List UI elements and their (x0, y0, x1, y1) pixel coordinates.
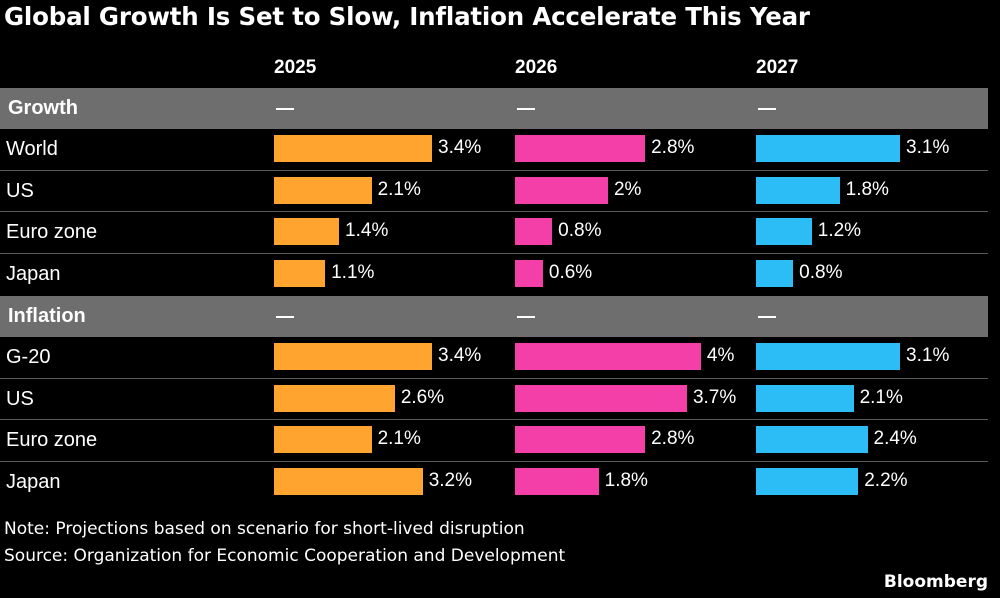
bar-growth-euro-zone-2026 (515, 218, 553, 245)
bar-growth-euro-zone-2025 (274, 218, 340, 245)
section-band-inflation (0, 296, 988, 337)
value-label-inflation-euro-zone-2025: 2.1% (377, 428, 421, 449)
bar-inflation-euro-zone-2027 (756, 426, 868, 453)
row-label-growth-euro-zone: Euro zone (6, 221, 98, 243)
row-label-inflation-g-20: G-20 (6, 346, 51, 368)
value-label-inflation-japan-2025: 3.2% (428, 469, 473, 491)
chart-title: Global Growth Is Set to Slow, Inflation … (4, 2, 810, 31)
bar-growth-euro-zone-2027 (756, 218, 812, 245)
bar-inflation-us-2026 (515, 384, 687, 412)
value-label-growth-world-2026: 2.8% (651, 137, 695, 158)
value-label-growth-japan-2026: 0.6% (548, 261, 593, 283)
row-label-inflation-us: US (6, 387, 34, 410)
section-dash-growth-2027 (758, 108, 776, 110)
bar-growth-world-2025 (274, 135, 432, 162)
bar-inflation-us-2025 (274, 384, 395, 412)
section-band-growth (0, 88, 988, 129)
value-label-growth-us-2027: 1.8% (845, 178, 889, 200)
bar-growth-japan-2025 (274, 259, 326, 287)
bar-inflation-g-20-2026 (515, 343, 701, 370)
bar-inflation-japan-2026 (515, 467, 599, 495)
value-label-inflation-euro-zone-2026: 2.8% (651, 428, 695, 449)
bar-growth-japan-2027 (756, 259, 794, 287)
bar-growth-japan-2026 (515, 259, 543, 287)
bar-inflation-japan-2025 (274, 467, 423, 495)
value-label-inflation-euro-zone-2027: 2.4% (873, 428, 917, 449)
row-separator (0, 377, 988, 379)
row-label-growth-us: US (6, 179, 34, 202)
note-text: Note: Projections based on scenario for … (4, 519, 525, 539)
column-header-2026: 2026 (515, 57, 558, 78)
row-label-growth-world: World (6, 138, 58, 160)
section-dash-inflation-2027 (758, 316, 776, 318)
section-dash-inflation-2025 (276, 316, 294, 318)
value-label-inflation-japan-2026: 1.8% (604, 469, 648, 491)
value-label-inflation-japan-2027: 2.2% (864, 469, 908, 491)
value-label-inflation-g-20-2025: 3.4% (438, 345, 482, 366)
column-header-2027: 2027 (756, 57, 799, 78)
value-label-growth-euro-zone-2025: 1.4% (345, 220, 389, 241)
value-label-growth-japan-2025: 1.1% (331, 261, 375, 283)
row-label-inflation-japan: Japan (6, 470, 61, 493)
bar-inflation-g-20-2025 (274, 343, 432, 370)
row-label-growth-japan: Japan (6, 262, 61, 285)
bar-growth-world-2026 (515, 135, 646, 162)
section-dash-growth-2026 (517, 108, 535, 110)
section-dash-inflation-2026 (517, 316, 535, 318)
value-label-growth-euro-zone-2026: 0.8% (558, 220, 602, 241)
bar-inflation-g-20-2027 (756, 343, 901, 370)
bar-growth-us-2027 (756, 176, 840, 204)
bar-inflation-euro-zone-2025 (274, 426, 372, 453)
bar-inflation-euro-zone-2026 (515, 426, 646, 453)
section-label-inflation: Inflation (8, 305, 86, 327)
value-label-inflation-g-20-2027: 3.1% (906, 345, 950, 366)
value-label-growth-euro-zone-2027: 1.2% (817, 220, 862, 241)
row-separator (0, 169, 988, 171)
row-separator (0, 211, 988, 212)
value-label-growth-us-2026: 2% (613, 178, 642, 200)
section-label-growth: Growth (8, 97, 78, 119)
source-text: Source: Organization for Economic Cooper… (4, 546, 566, 566)
value-label-inflation-us-2027: 2.1% (859, 386, 903, 408)
section-dash-growth-2025 (276, 108, 294, 110)
bar-growth-us-2025 (274, 176, 372, 204)
bar-inflation-japan-2027 (756, 467, 859, 495)
row-separator (0, 252, 988, 254)
value-label-growth-world-2025: 3.4% (438, 137, 482, 158)
value-label-growth-world-2027: 3.1% (906, 137, 950, 158)
bloomberg-logo: Bloomberg (883, 572, 988, 592)
row-separator (0, 419, 988, 420)
column-header-2025: 2025 (274, 57, 317, 78)
value-label-growth-us-2025: 2.1% (377, 178, 421, 200)
value-label-inflation-g-20-2026: 4% (706, 345, 735, 366)
value-label-inflation-us-2025: 2.6% (400, 386, 445, 408)
value-label-inflation-us-2026: 3.7% (692, 386, 737, 408)
bar-growth-world-2027 (756, 135, 901, 162)
bar-growth-us-2026 (515, 176, 608, 204)
row-label-inflation-euro-zone: Euro zone (6, 429, 98, 451)
value-label-growth-japan-2027: 0.8% (799, 261, 843, 283)
bar-inflation-us-2027 (756, 384, 854, 412)
row-separator (0, 460, 988, 462)
